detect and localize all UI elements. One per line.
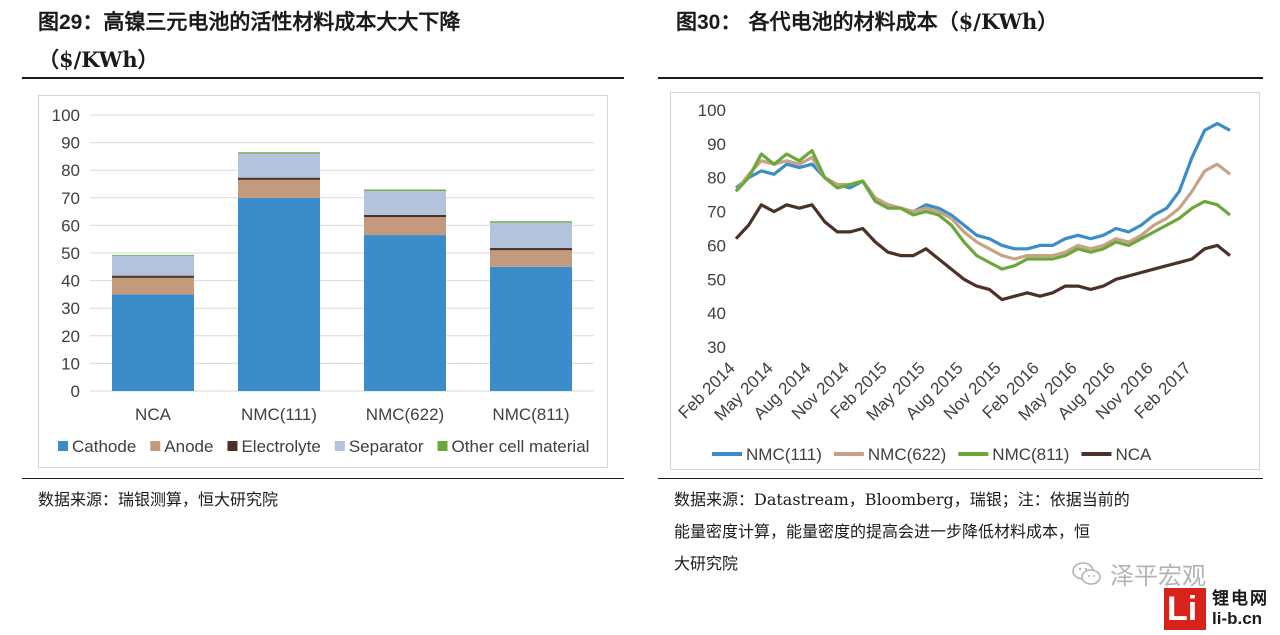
bar-segment-other-cell-material <box>490 221 572 223</box>
bar-segment-anode <box>238 179 320 198</box>
right-source-rule <box>658 478 1263 479</box>
y-tick-label: 10 <box>61 354 80 373</box>
bar-segment-other-cell-material <box>112 254 194 256</box>
bar-segment-electrolyte <box>364 214 446 218</box>
y-tick-label: 40 <box>61 272 80 291</box>
series-line-nmc-622- <box>734 155 1231 261</box>
legend-swatch <box>437 441 448 451</box>
legend-label: NMC(622) <box>868 445 946 464</box>
right-source-line: 数据来源：Datastream，Bloomberg，瑞银；注：依据当前的 <box>674 490 1130 509</box>
y-tick-label: 100 <box>52 106 80 125</box>
legend-label: Cathode <box>72 437 136 456</box>
bar-segment-separator <box>238 153 320 178</box>
bar-segment-anode <box>112 277 194 295</box>
left-title-rule <box>22 77 624 79</box>
bar-segment-anode <box>364 217 446 236</box>
legend-label: Separator <box>349 437 424 456</box>
right-source-line: 大研究院 <box>674 554 739 573</box>
legend-label: Other cell material <box>452 437 590 456</box>
legend-label: Anode <box>164 437 213 456</box>
y-tick-label: 0 <box>71 382 80 401</box>
bar-segment-other-cell-material <box>364 189 446 191</box>
legend-label: NCA <box>1115 445 1152 464</box>
right-source-note: 数据来源：Datastream，Bloomberg，瑞银；注：依据当前的 能量密… <box>674 484 1259 580</box>
bar-segment-cathode <box>112 294 194 391</box>
right-figure-title: 图30： 各代电池的材料成本（$/KWh） <box>676 9 1059 34</box>
y-tick-label: 60 <box>707 236 726 255</box>
brand-name: 泽平宏观 <box>1110 562 1206 590</box>
legend-label: NMC(111) <box>746 445 822 464</box>
x-category-label: NCA <box>135 405 172 424</box>
x-category-label: NMC(622) <box>366 405 444 424</box>
left-figure-title: 图29：高镍三元电池的活性材料成本大大下降 <box>38 9 461 34</box>
right-title-rule <box>658 77 1263 79</box>
x-category-label: NMC(811) <box>492 405 569 424</box>
chart-border <box>670 92 1260 470</box>
bar-segment-electrolyte <box>112 275 194 278</box>
brand-watermark: 泽平宏观 <box>1072 556 1206 591</box>
series-line-nmc-811- <box>734 148 1232 271</box>
bar-segment-cathode <box>490 266 572 391</box>
li-logo-text: Li <box>1167 590 1198 628</box>
site-logo: Li 锂电网 li-b.cn <box>1164 588 1269 630</box>
y-tick-label: 100 <box>698 101 726 120</box>
y-tick-label: 70 <box>61 189 80 208</box>
bar-segment-other-cell-material <box>238 152 320 154</box>
y-tick-label: 80 <box>707 169 726 188</box>
bar-segment-cathode <box>364 235 446 391</box>
bar-segment-separator <box>490 222 572 249</box>
y-tick-label: 90 <box>707 135 726 154</box>
y-tick-label: 60 <box>61 216 80 235</box>
y-tick-label: 50 <box>707 270 726 289</box>
bar-segment-electrolyte <box>490 248 572 251</box>
li-logo-mark: Li <box>1164 588 1206 630</box>
y-tick-label: 80 <box>61 161 80 180</box>
logo-url: li-b.cn <box>1212 609 1263 628</box>
right-source-line: 能量密度计算，能量密度的提高会进一步降低材料成本，恒 <box>674 522 1091 541</box>
wechat-icon <box>1072 561 1101 585</box>
y-tick-label: 30 <box>707 338 726 357</box>
legend-swatch <box>58 441 68 451</box>
legend-swatch <box>334 441 345 451</box>
left-figure-title-unit: （$/KWh） <box>38 47 159 72</box>
legend-swatch <box>227 441 238 451</box>
y-tick-label: 70 <box>707 203 726 222</box>
left-source-rule <box>22 478 624 479</box>
series-line-nca <box>734 203 1232 302</box>
right-chart-frame: 30 40 50 60 70 80 90 100 Feb 2014 May 2014 Aug 201… <box>670 92 1260 470</box>
x-category-label: NMC(111) <box>241 405 317 424</box>
y-tick-label: 40 <box>707 304 726 323</box>
chart-border <box>38 95 608 468</box>
y-tick-label: 90 <box>61 134 80 153</box>
logo-cn-name: 锂电网 <box>1212 589 1269 609</box>
bar-segment-electrolyte <box>238 177 320 180</box>
legend-label: NMC(811) <box>992 445 1069 464</box>
legend-label: Electrolyte <box>241 437 320 456</box>
bar-segment-separator <box>364 190 446 215</box>
left-chart-frame: 0 10 20 30 40 50 60 70 80 90 100 NCA NMC(111) NMC(622… <box>38 95 608 468</box>
left-source-note: 数据来源：瑞银测算，恒大研究院 <box>38 490 279 509</box>
stacked-bar-chart: 0 10 20 30 40 50 60 70 80 90 100 NCA NMC(111) NMC(622… <box>38 95 608 468</box>
y-tick-label: 50 <box>61 244 80 263</box>
bar-segment-separator <box>112 255 194 276</box>
y-tick-label: 20 <box>61 327 80 346</box>
bar-segment-anode <box>490 250 572 267</box>
bar-segment-cathode <box>238 197 320 391</box>
legend-swatch <box>150 441 161 451</box>
y-tick-label: 30 <box>61 299 80 318</box>
series-line-nmc-111- <box>734 121 1231 251</box>
